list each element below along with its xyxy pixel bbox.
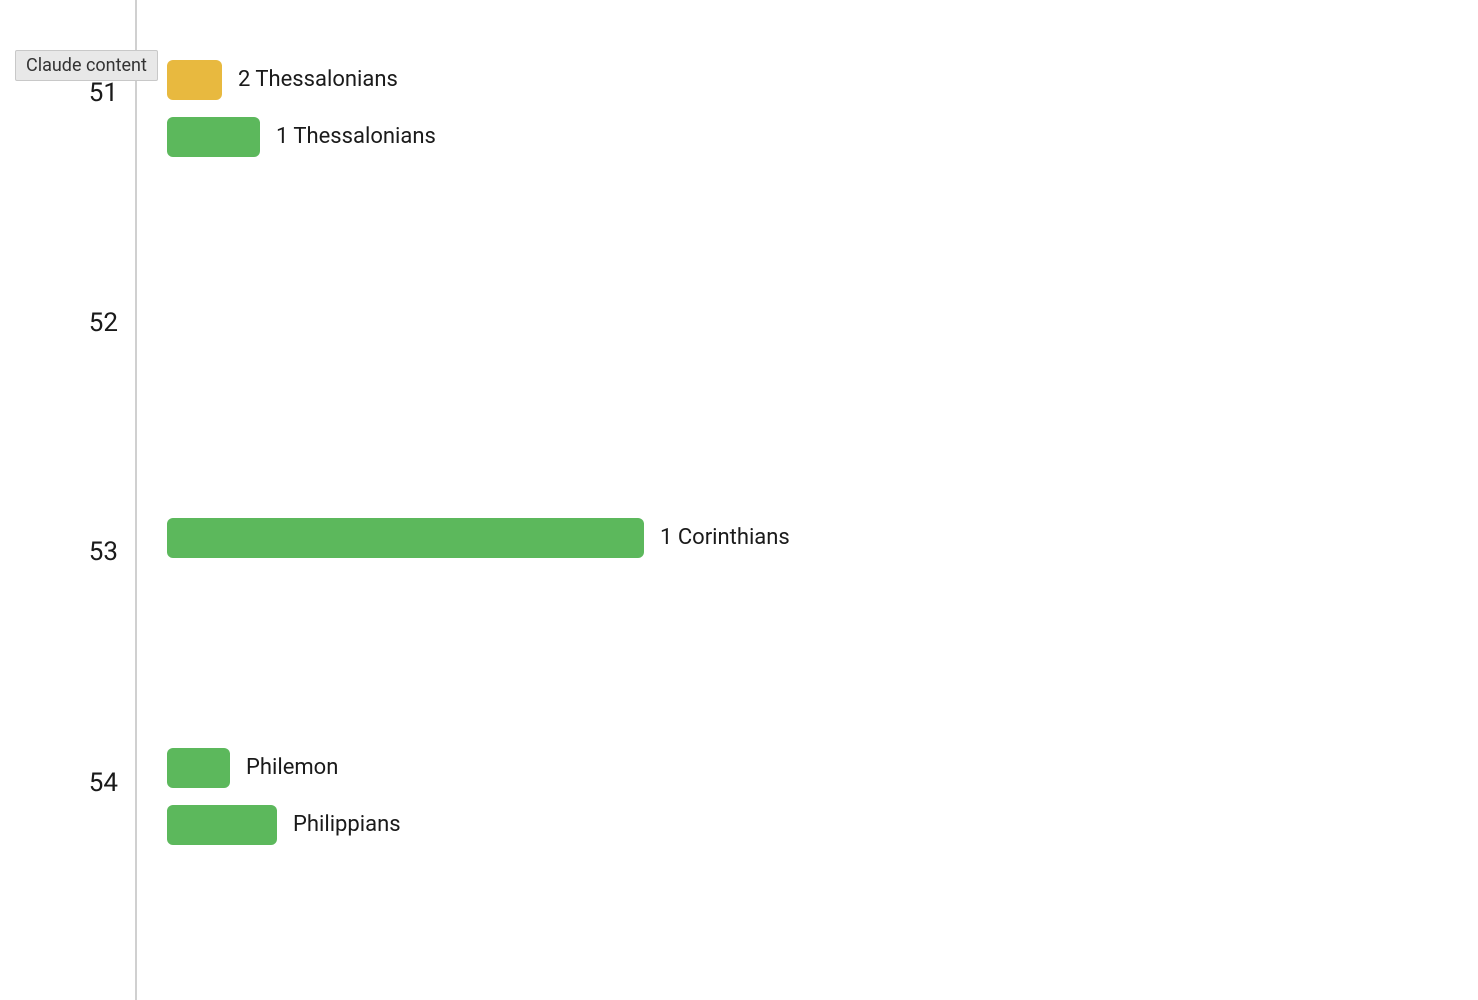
timeline-bar[interactable] bbox=[167, 518, 644, 558]
timeline-axis bbox=[135, 0, 137, 1000]
year-label: 53 bbox=[68, 537, 118, 567]
timeline-bar[interactable] bbox=[167, 117, 260, 157]
timeline-bar-label: Philippians bbox=[293, 805, 401, 845]
tooltip: Claude content bbox=[15, 50, 158, 81]
timeline-bar[interactable] bbox=[167, 805, 277, 845]
tooltip-text: Claude content bbox=[26, 55, 147, 76]
timeline-bar-label: 1 Thessalonians bbox=[276, 117, 436, 157]
timeline-bar[interactable] bbox=[167, 748, 230, 788]
year-label: 51 bbox=[68, 78, 118, 108]
timeline-bar-label: 2 Thessalonians bbox=[238, 60, 398, 100]
timeline-bar-label: 1 Corinthians bbox=[660, 518, 790, 558]
year-label: 52 bbox=[68, 308, 118, 338]
timeline-bar[interactable] bbox=[167, 60, 222, 100]
timeline-bar-label: Philemon bbox=[246, 748, 338, 788]
year-label: 54 bbox=[68, 768, 118, 798]
